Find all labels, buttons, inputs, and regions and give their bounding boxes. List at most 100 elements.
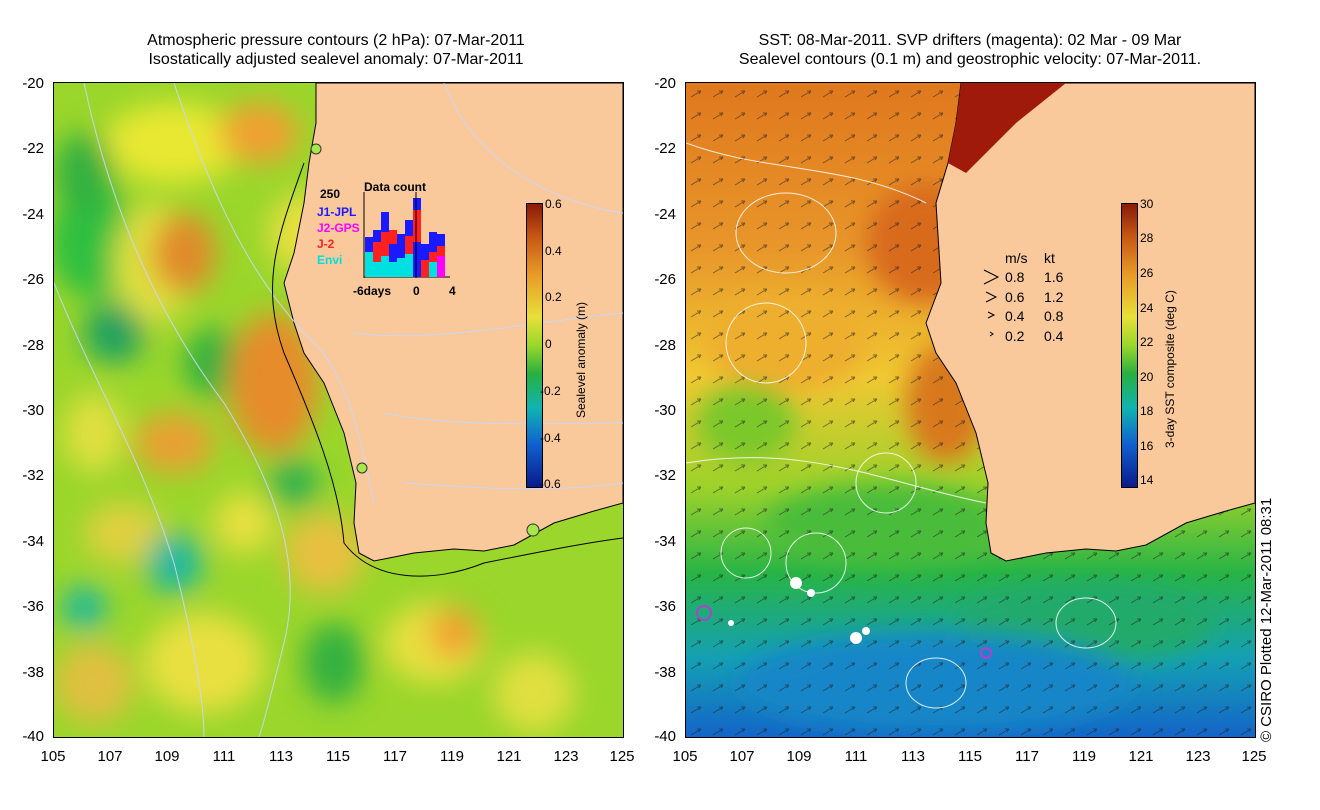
right-x-tick: 113	[901, 748, 925, 765]
left-cb-tick: -0.6	[540, 477, 561, 491]
legend-ms: 0.2	[1005, 328, 1025, 344]
inset-x-left: -6days	[353, 284, 392, 298]
right-cb-tick: 18	[1140, 404, 1154, 418]
left-x-tick: 121	[496, 748, 522, 765]
legend-header-kt: kt	[1044, 250, 1055, 266]
right-cb-tick: 16	[1140, 439, 1154, 453]
legend-kt: 0.4	[1044, 328, 1064, 344]
left-title: Atmospheric pressure contours (2 hPa): 0…	[50, 31, 622, 69]
inset-sat-j2gps: J2-GPS	[317, 221, 360, 235]
left-cb-tick: 0.6	[545, 197, 562, 211]
right-cb-tick: 22	[1140, 335, 1154, 349]
right-y-tick: -40	[654, 728, 676, 745]
right-y-tick: -32	[654, 467, 676, 484]
left-cb-tick: 0	[545, 337, 552, 351]
left-x-tick: 123	[553, 748, 579, 765]
left-cb-tick: -0.4	[540, 431, 561, 445]
inset-sat-j2: J-2	[317, 237, 335, 251]
left-cb-title: Sealevel anomaly (m)	[574, 301, 588, 418]
right-x-tick: 123	[1185, 748, 1211, 765]
svp-drifter-tracks	[696, 605, 992, 659]
legend-arrow-icon	[989, 331, 994, 337]
right-cb-tick: 20	[1140, 370, 1154, 384]
shelf-contour	[272, 162, 623, 577]
right-x-tick: 107	[729, 748, 755, 765]
left-y-tick: -26	[22, 271, 44, 288]
sealevel-anomaly-field	[54, 103, 574, 733]
right-cb-tick: 26	[1140, 266, 1154, 280]
legend-kt: 0.8	[1044, 308, 1064, 324]
legend-ms: 0.8	[1005, 269, 1025, 285]
right-y-tick: -20	[654, 75, 676, 92]
left-cb-tick: -0.2	[540, 384, 561, 398]
left-y-tick: -20	[22, 75, 44, 92]
legend-ms: 0.4	[1005, 308, 1025, 324]
right-x-tick: 121	[1128, 748, 1154, 765]
inset-bar-chart	[363, 192, 450, 278]
right-x-tick: 125	[1241, 748, 1267, 765]
left-y-tick: -28	[22, 337, 44, 354]
tide-gauge-marker	[526, 523, 540, 537]
left-cb-tick: 0.4	[545, 244, 562, 258]
left-y-tick: -30	[22, 402, 44, 419]
right-y-tick: -24	[654, 206, 676, 223]
legend-header-ms: m/s	[1005, 250, 1028, 266]
left-x-tick: 115	[326, 748, 350, 765]
right-map	[685, 82, 1256, 738]
warm-coastal-water	[948, 83, 1066, 173]
right-x-tick: 111	[844, 748, 868, 765]
inset-bars	[365, 198, 445, 277]
left-title-line1: Atmospheric pressure contours (2 hPa): 0…	[147, 32, 525, 49]
land-mass	[925, 83, 1255, 562]
right-x-tick: 109	[786, 748, 812, 765]
right-x-tick: 115	[958, 748, 982, 765]
right-y-tick: -36	[654, 598, 676, 615]
right-x-tick: 117	[1015, 748, 1039, 765]
tide-gauge-marker	[310, 143, 322, 155]
right-y-tick: -26	[654, 271, 676, 288]
right-title: SST: 08-Mar-2011. SVP drifters (magenta)…	[672, 31, 1268, 69]
right-y-tick: -30	[654, 402, 676, 419]
legend-ms: 0.6	[1005, 289, 1025, 305]
legend-arrow-icon	[987, 311, 996, 319]
copyright-stamp: © CSIRO Plotted 12-Mar-2011 08:31	[1258, 497, 1275, 742]
pressure-contours	[54, 83, 623, 737]
right-x-tick: 105	[672, 748, 698, 765]
right-title-line2: Sealevel contours (0.1 m) and geostrophi…	[738, 51, 1202, 68]
cloud-mask	[728, 577, 870, 644]
left-cb-tick: 0.2	[545, 290, 562, 304]
left-y-tick: -36	[22, 598, 44, 615]
right-title-line1: SST: 08-Mar-2011. SVP drifters (magenta)…	[758, 32, 1182, 49]
left-x-tick: 107	[97, 748, 123, 765]
right-y-tick: -28	[654, 337, 676, 354]
right-y-tick: -22	[654, 140, 676, 157]
inset-count-label: 250	[320, 187, 341, 201]
left-x-tick: 113	[269, 748, 293, 765]
left-x-tick: 117	[383, 748, 407, 765]
right-x-tick: 119	[1072, 748, 1096, 765]
sealevel-contours	[686, 142, 1117, 709]
inset-x-mid: 0	[413, 284, 420, 298]
tide-gauge-marker	[356, 462, 368, 474]
left-colorbar-gradient	[526, 203, 543, 488]
legend-kt: 1.2	[1044, 289, 1064, 305]
legend-arrow-glyphs	[983, 269, 1000, 337]
left-y-tick: -34	[22, 533, 44, 550]
left-x-tick: 109	[154, 748, 180, 765]
right-cb-tick: 24	[1140, 301, 1154, 315]
right-y-tick: -38	[654, 664, 676, 681]
legend-arrow-icon	[983, 269, 1000, 285]
left-y-tick: -32	[22, 467, 44, 484]
left-y-tick: -40	[22, 728, 44, 745]
right-cb-tick: 14	[1140, 473, 1154, 487]
right-y-tick: -34	[654, 533, 676, 550]
left-y-tick: -22	[22, 140, 44, 157]
legend-arrow-icon	[985, 291, 998, 303]
right-map-canvas	[686, 83, 1255, 737]
inset-x-right: 4	[449, 284, 456, 298]
left-title-line2: Isostatically adjusted sealevel anomaly:…	[148, 51, 524, 68]
right-cb-tick: 28	[1140, 231, 1154, 245]
legend-kt: 1.6	[1044, 269, 1064, 285]
left-y-tick: -38	[22, 664, 44, 681]
left-x-tick: 119	[440, 748, 464, 765]
